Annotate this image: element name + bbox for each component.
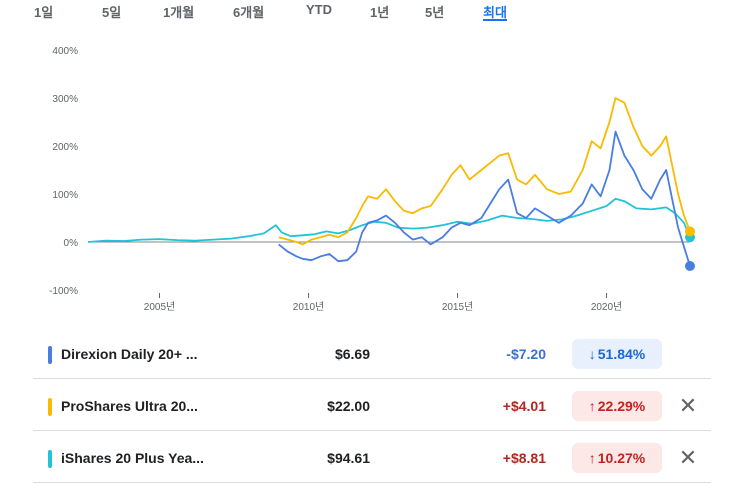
holding-name: Direxion Daily 20+ ... [61, 346, 198, 362]
holding-name: ProShares Ultra 20... [61, 398, 198, 414]
x-tick-label: 2020년 [591, 301, 622, 313]
y-tick-label: -100% [49, 286, 78, 297]
x-tick-label: 2005년 [144, 301, 175, 313]
series-line-direxion [278, 130, 691, 267]
series-color-bar [48, 346, 52, 364]
y-tick-label: 200% [52, 142, 78, 153]
active-tab-underline [483, 19, 507, 21]
series-line-proshares [278, 97, 691, 246]
tab-5-day[interactable]: 5일 [102, 5, 122, 20]
tab-1-day[interactable]: 1일 [34, 5, 54, 20]
close-icon[interactable]: ✕ [678, 393, 698, 418]
holding-change: -$7.20 [506, 346, 546, 362]
holding-percent: 51.84% [597, 346, 646, 362]
tab-max-label: 최대 [483, 5, 507, 20]
series-color-bar [48, 450, 52, 468]
holding-price: $6.69 [334, 346, 370, 362]
x-tick-label: 2010년 [293, 301, 324, 313]
holding-row-ishares[interactable]: iShares 20 Plus Yea... $94.61 +$8.81 ↑ 1… [33, 435, 711, 483]
performance-chart: 400% 300% 200% 100% 0% -100% 2005년 2010년 2015년 20… [49, 46, 695, 313]
holding-row-proshares[interactable]: ProShares Ultra 20... $22.00 +$4.01 ↑ 22… [33, 383, 711, 431]
y-tick-label: 300% [52, 94, 78, 105]
series-line-ishares [87, 197, 691, 243]
series-end-point-direxion [685, 261, 695, 271]
holding-price: $94.61 [327, 450, 370, 466]
holding-change: +$4.01 [502, 398, 546, 414]
arrow-down-icon: ↓ [588, 346, 596, 362]
tab-ytd[interactable]: YTD [306, 2, 332, 17]
holding-price: $22.00 [327, 398, 370, 414]
close-icon[interactable]: ✕ [678, 445, 698, 470]
tab-max[interactable]: 최대 [483, 2, 507, 21]
tab-1-month[interactable]: 1개월 [163, 5, 195, 20]
x-tick-label: 2015년 [442, 301, 473, 313]
tab-6-month[interactable]: 6개월 [233, 5, 265, 20]
arrow-up-icon: ↑ [588, 398, 596, 414]
holding-percent-badge: ↑ 10.27% [572, 443, 662, 473]
holding-change: +$8.81 [502, 450, 546, 466]
series-end-point-proshares [685, 226, 695, 237]
holding-percent: 10.27% [597, 450, 646, 466]
series-color-bar [48, 398, 52, 416]
holding-name: iShares 20 Plus Yea... [61, 450, 204, 466]
tab-5-year[interactable]: 5년 [425, 5, 445, 20]
y-tick-label: 100% [52, 190, 78, 201]
holding-row-direxion[interactable]: Direxion Daily 20+ ... $6.69 -$7.20 ↓ 51… [33, 331, 711, 379]
holding-percent-badge: ↓ 51.84% [572, 339, 662, 369]
tab-1-year[interactable]: 1년 [370, 5, 390, 20]
holding-percent: 22.29% [597, 398, 646, 414]
y-tick-label: 400% [52, 46, 78, 57]
arrow-up-icon: ↑ [588, 450, 596, 466]
holding-percent-badge: ↑ 22.29% [572, 391, 662, 421]
y-tick-label: 0% [64, 238, 79, 249]
